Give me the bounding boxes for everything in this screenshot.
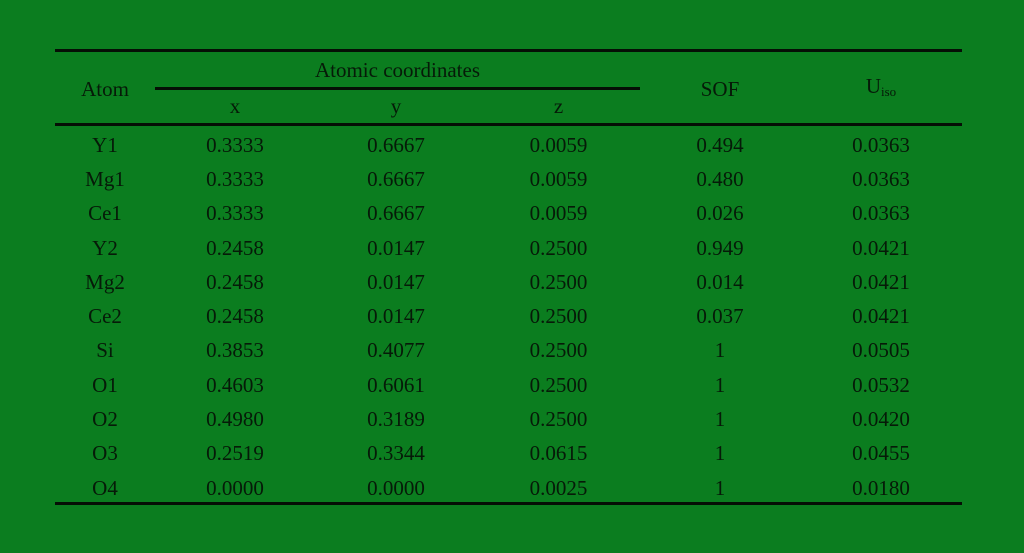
- cell-sof: 0.026: [696, 201, 744, 226]
- header-uiso: Uiso: [800, 52, 962, 125]
- cell-y: 0.6061: [367, 372, 425, 397]
- cell-atom: O3: [92, 441, 118, 466]
- header-uiso-sub: iso: [881, 83, 897, 99]
- cell-sof: 1: [714, 441, 726, 466]
- table-row: O2 0.4980 0.3189 0.2500 1 0.0420: [55, 402, 962, 436]
- cell-atom: Ce1: [88, 201, 122, 226]
- cell-z: 0.0615: [529, 441, 588, 466]
- cell-atom: O4: [92, 475, 118, 500]
- cell-x: 0.0000: [206, 475, 264, 500]
- cell-z: 0.2500: [529, 338, 588, 363]
- table-row: Mg1 0.3333 0.6667 0.0059 0.480 0.0363: [55, 162, 962, 196]
- cell-y: 0.0147: [367, 235, 425, 260]
- cell-x: 0.3333: [206, 132, 264, 157]
- cell-sof: 0.480: [696, 167, 744, 191]
- cell-y: 0.6667: [367, 167, 425, 191]
- cell-sof: 0.014: [696, 269, 744, 294]
- table-row: Mg2 0.2458 0.0147 0.2500 0.014 0.0421: [55, 265, 962, 299]
- cell-atom: Y1: [92, 132, 118, 157]
- cell-z: 0.0059: [529, 132, 588, 157]
- header-x: x: [229, 94, 241, 118]
- header-bottom-rule: [55, 123, 962, 126]
- cell-y: 0.4077: [367, 338, 425, 363]
- table-row: Y1 0.3333 0.6667 0.0059 0.494 0.0363: [55, 125, 962, 162]
- cell-x: 0.3333: [206, 167, 264, 191]
- cell-uiso: 0.0420: [852, 407, 910, 432]
- cell-z: 0.2500: [529, 235, 588, 260]
- cell-atom: O2: [92, 407, 118, 432]
- cell-uiso: 0.0505: [852, 338, 910, 363]
- cell-uiso: 0.0363: [852, 132, 910, 157]
- cell-y: 0.6667: [367, 132, 425, 157]
- cell-y: 0.3344: [367, 441, 425, 466]
- cell-y: 0.0147: [367, 269, 425, 294]
- header-z: z: [553, 94, 564, 118]
- cell-uiso: 0.0421: [852, 304, 910, 329]
- header-atom: Atom: [81, 76, 129, 101]
- cell-sof: 1: [714, 407, 726, 432]
- cell-uiso: 0.0180: [852, 475, 910, 500]
- header-atomic-coordinates: Atomic coordinates: [314, 58, 481, 82]
- cell-x: 0.2458: [206, 269, 264, 294]
- cell-sof: 1: [714, 338, 726, 363]
- table-row: O3 0.2519 0.3344 0.0615 1 0.0455: [55, 436, 962, 470]
- cell-uiso: 0.0363: [852, 167, 910, 191]
- cell-uiso: 0.0455: [852, 441, 910, 466]
- cell-y: 0.0147: [367, 304, 425, 329]
- cell-z: 0.0059: [529, 167, 588, 191]
- atomic-parameters-table: Atom Atomic coordinates SOF Uiso x y z Y…: [55, 52, 962, 505]
- cell-sof: 0.494: [696, 132, 744, 157]
- table-row: Y2 0.2458 0.0147 0.2500 0.949 0.0421: [55, 231, 962, 265]
- bottom-rule: [55, 502, 962, 505]
- cell-x: 0.2458: [206, 304, 264, 329]
- table-row: O1 0.4603 0.6061 0.2500 1 0.0532: [55, 368, 962, 402]
- cell-x: 0.4980: [206, 407, 264, 432]
- cell-z: 0.2500: [529, 269, 588, 294]
- cell-uiso: 0.0532: [852, 372, 910, 397]
- header-y: y: [390, 94, 402, 118]
- table-body: Y1 0.3333 0.6667 0.0059 0.494 0.0363 Mg1 0.3333…: [55, 125, 962, 505]
- table-row: O4 0.0000 0.0000 0.0025 1 0.0180: [55, 471, 962, 505]
- cell-x: 0.2458: [206, 235, 264, 260]
- cell-sof: 0.037: [696, 304, 744, 329]
- cell-y: 0.0000: [367, 475, 425, 500]
- table-row: Ce1 0.3333 0.6667 0.0059 0.026 0.0363: [55, 196, 962, 230]
- cell-uiso: 0.0421: [852, 269, 910, 294]
- cell-sof: 1: [714, 372, 726, 397]
- table-row: Ce2 0.2458 0.0147 0.2500 0.037 0.0421: [55, 299, 962, 333]
- header-uiso-main: U: [865, 73, 881, 98]
- cell-y: 0.6667: [367, 201, 425, 226]
- cell-y: 0.3189: [367, 407, 425, 432]
- header-sof: SOF: [700, 76, 740, 101]
- cell-uiso: 0.0421: [852, 235, 910, 260]
- cell-atom: Si: [96, 338, 114, 363]
- cell-z: 0.0025: [529, 475, 588, 500]
- cell-x: 0.3333: [206, 201, 264, 226]
- top-rule: [55, 49, 962, 52]
- cell-atom: Y2: [92, 235, 118, 260]
- table-row: Si 0.3853 0.4077 0.2500 1 0.0505: [55, 333, 962, 367]
- cell-z: 0.2500: [529, 407, 588, 432]
- cell-atom: Mg1: [85, 167, 125, 191]
- coords-group-rule: [155, 87, 640, 90]
- cell-z: 0.2500: [529, 304, 588, 329]
- cell-sof: 1: [714, 475, 726, 500]
- cell-x: 0.2519: [206, 441, 264, 466]
- cell-atom: O1: [92, 372, 118, 397]
- cell-x: 0.3853: [206, 338, 264, 363]
- cell-z: 0.2500: [529, 372, 588, 397]
- cell-atom: Mg2: [85, 269, 125, 294]
- cell-sof: 0.949: [696, 235, 744, 260]
- cell-x: 0.4603: [206, 372, 264, 397]
- cell-atom: Ce2: [88, 304, 122, 329]
- cell-uiso: 0.0363: [852, 201, 910, 226]
- cell-z: 0.0059: [529, 201, 588, 226]
